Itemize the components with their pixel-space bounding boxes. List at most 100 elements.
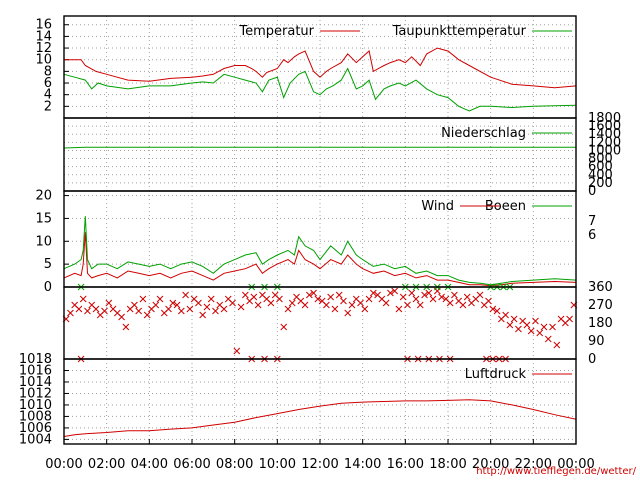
y-tick-label: 20 [35,189,52,204]
direction-point [301,301,309,309]
x-tick-label: 20:00 [472,457,509,472]
y-tick-label-right: 180 [588,316,613,331]
y-tick-label: 1200 [588,135,621,150]
direction-point [135,307,143,315]
direction-point [399,293,407,301]
series-line-boeen [63,216,577,286]
direction-point [237,303,245,311]
direction-point [105,299,113,307]
direction-point [331,305,339,313]
panel-wind: 0 5 10 15 20 76 Boeen Wind [35,189,596,295]
y-tick-label-right: 270 [588,298,613,313]
legend-label: Temperatur [238,24,314,39]
direction-point [195,299,202,307]
wind-right-label: 6 [588,228,596,243]
direction-point [165,305,172,313]
direction-point [463,293,471,301]
y-tick-label: 800 [588,152,613,167]
direction-point [425,289,433,297]
direction-point [544,335,552,343]
direction-point [207,295,215,303]
y-tick-label: 1004 [19,432,52,447]
direction-point [527,327,535,335]
direction-point [446,299,454,307]
y-tick-label: 1014 [19,375,52,390]
direction-point [79,295,87,303]
y-tick-label: 6 [44,76,52,91]
direction-point [344,309,352,317]
direction-point [323,301,330,309]
direction-point [382,299,390,307]
direction-point [532,317,539,325]
y-tick-label-right: 90 [588,334,605,349]
direction-point [523,321,531,329]
direction-point [485,297,492,305]
direction-point [391,287,399,295]
y-tick-label: 1006 [19,421,52,436]
direction-point [122,323,130,331]
x-axis: 00:00 02:00 04:00 06:00 08:00 10:00 12:00 14:00… [45,439,595,472]
direction-point [143,311,151,319]
direction-point [186,305,194,313]
direction-point [369,289,377,297]
y-tick-label: 1010 [19,398,52,413]
direction-point [241,291,249,299]
footer-url[interactable]: http://www.tiefflegen.de/wetter/ [476,466,636,477]
x-tick-label: 02:00 [88,457,125,472]
direction-point [510,315,518,323]
direction-point [365,295,373,303]
y-tick-label-right: 0 [588,352,596,367]
direction-point [408,289,416,297]
direction-point [169,299,177,307]
series-line-temperatur [64,47,577,89]
direction-point [361,305,369,313]
y-tick-label: 2 [44,99,52,114]
direction-point [476,291,484,299]
y-tick-label: 10 [35,234,52,249]
direction-point [489,305,497,313]
x-tick-label: 22:00 [515,457,552,472]
direction-point [92,305,100,313]
direction-point [267,299,275,307]
direction-point [451,291,458,299]
direction-point [75,305,83,313]
direction-point [67,309,74,317]
x-tick-label: 16:00 [387,457,424,472]
direction-point [340,297,347,305]
direction-point [139,295,147,303]
y-tick-label: 10 [35,53,52,68]
direction-point [348,301,356,309]
direction-point [131,301,138,309]
direction-point [182,291,189,299]
series-line-taupunkttemperatur [63,67,577,112]
direction-point [250,293,258,301]
y-tick-label: 1012 [19,386,52,401]
direction-point [493,307,501,315]
series-line-luftdruck [63,399,577,437]
y-tick-label: 400 [588,168,613,183]
legend-label: Luftdruck [465,367,527,382]
direction-point [173,301,181,309]
y-tick-label: 12 [35,41,52,56]
x-tick-label: 06:00 [173,457,210,472]
y-tick-label: 0 [44,280,52,295]
direction-point [212,307,219,315]
direction-point [429,295,437,303]
legend-label: Taupunkttemperatur [392,24,527,39]
direction-point [502,311,509,319]
y-tick-label: 600 [588,160,613,175]
y-tick-label: 16 [35,18,52,33]
x-tick-label: 04:00 [131,457,168,472]
y-tick-label: 15 [35,211,52,226]
direction-point [276,295,283,303]
direction-point [310,289,317,297]
y-tick-label: 1008 [19,409,52,424]
direction-point [395,305,403,313]
direction-point [438,293,445,301]
y-tick-label: 1800 [588,111,621,126]
direction-point [152,301,160,309]
